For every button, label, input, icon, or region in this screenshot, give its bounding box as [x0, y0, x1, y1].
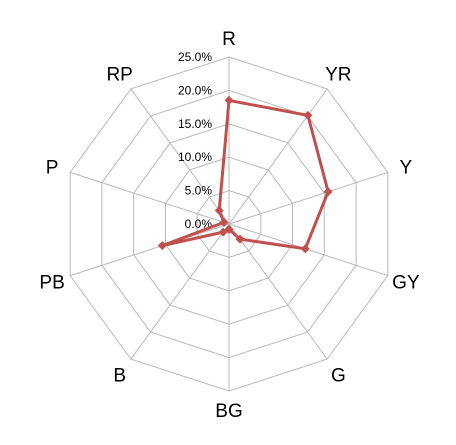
data-point-gy — [300, 244, 310, 254]
category-label-p: P — [46, 158, 59, 179]
data-point-b — [218, 227, 228, 237]
spoke-y — [228, 171, 388, 225]
spoke-b — [130, 223, 230, 360]
category-label-r: R — [222, 29, 236, 50]
spoke-yr — [228, 88, 328, 225]
tick-label: 0.0% — [185, 217, 213, 231]
data-point-r — [224, 95, 234, 105]
category-label-rp: RP — [106, 65, 132, 86]
tick-label: 15.0% — [178, 117, 212, 131]
data-point-g — [235, 234, 245, 244]
category-label-bg: BG — [215, 401, 242, 422]
data-point-p — [219, 217, 229, 227]
category-label-gy: GY — [392, 272, 420, 293]
spoke-rp — [130, 88, 230, 225]
category-label-b: B — [113, 365, 126, 386]
category-label-pb: PB — [39, 272, 64, 293]
category-label-y: Y — [400, 158, 413, 179]
spoke-g — [228, 223, 328, 360]
category-label-g: G — [331, 365, 346, 386]
data-point-pb — [157, 241, 167, 251]
spoke-p — [70, 171, 230, 225]
tick-label: 5.0% — [185, 184, 213, 198]
data-point-y — [323, 187, 333, 197]
category-label-yr: YR — [325, 65, 351, 86]
data-point-yr — [303, 110, 313, 120]
data-point-rp — [214, 205, 224, 215]
tick-label: 10.0% — [178, 150, 212, 164]
tick-label: 25.0% — [178, 50, 212, 64]
tick-label: 20.0% — [178, 83, 212, 97]
spoke-pb — [70, 223, 230, 277]
